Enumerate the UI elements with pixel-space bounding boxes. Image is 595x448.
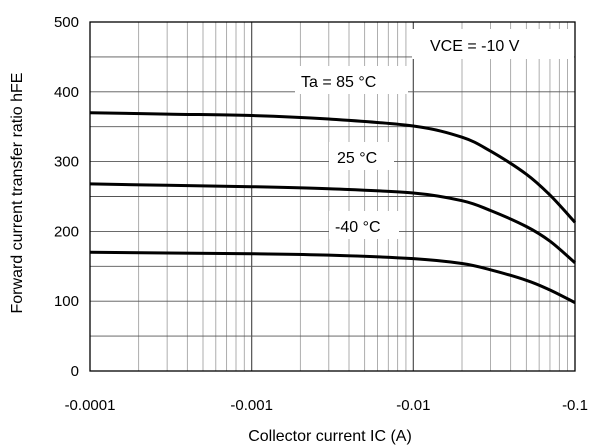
x-tick-label: -0.1 bbox=[562, 397, 588, 414]
x-tick-label: -0.0001 bbox=[65, 397, 116, 414]
y-tick-label: 400 bbox=[54, 84, 79, 101]
x-tick-label: -0.001 bbox=[230, 397, 273, 414]
y-axis-label: Forward current transfer ratio hFE bbox=[9, 73, 26, 314]
x-axis-label: Collector current IC (A) bbox=[248, 428, 412, 445]
annotation-vce: VCE = -10 V bbox=[430, 38, 520, 55]
annotation-bg-85c bbox=[295, 66, 408, 94]
y-tick-label: 100 bbox=[54, 293, 79, 310]
curves bbox=[89, 111, 577, 304]
plot-frame bbox=[89, 21, 576, 372]
curve-85c bbox=[89, 111, 577, 224]
curve-25c bbox=[89, 182, 576, 264]
annotation-25c: 25 °C bbox=[337, 150, 377, 167]
annotation-bg-m40c bbox=[329, 211, 399, 239]
x-tick-label: -0.01 bbox=[396, 397, 430, 414]
y-tick-label: 300 bbox=[54, 154, 79, 171]
tick-labels: -0.0001 -0.001 -0.01 -0.1 0 100 200 300 400 500 bbox=[54, 14, 588, 414]
annotation-m40c: -40 °C bbox=[335, 219, 381, 236]
y-tick-label: 500 bbox=[54, 14, 79, 31]
curve-minus40c bbox=[89, 250, 576, 304]
annotation-bg-vce bbox=[412, 29, 574, 59]
y-tick-label: 200 bbox=[54, 223, 79, 240]
annotation-bg-25c bbox=[329, 142, 394, 170]
annotation-85c: Ta = 85 °C bbox=[301, 74, 376, 91]
y-tick-label: 0 bbox=[71, 363, 79, 380]
